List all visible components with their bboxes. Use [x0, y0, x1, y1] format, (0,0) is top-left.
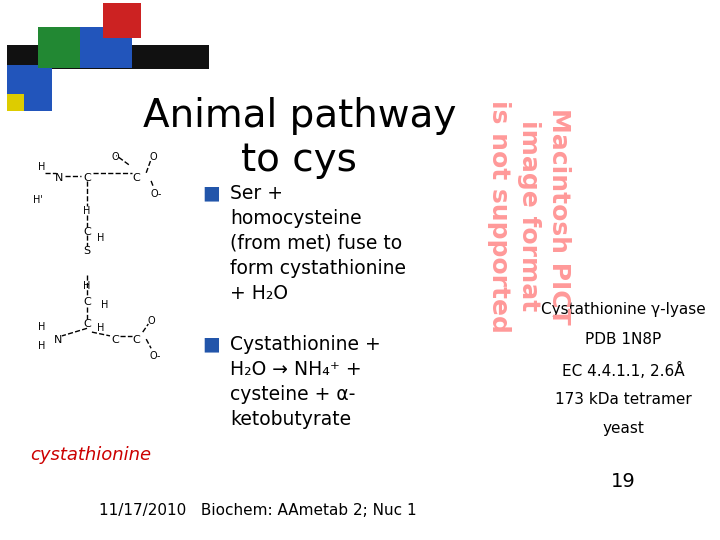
Text: C: C — [111, 335, 119, 345]
Text: Animal pathway
to cys: Animal pathway to cys — [143, 97, 456, 179]
FancyBboxPatch shape — [80, 27, 132, 68]
Text: H: H — [38, 341, 45, 350]
Text: Cystathionine +
H₂O → NH₄⁺ +
cysteine + α-
ketobutyrate: Cystathionine + H₂O → NH₄⁺ + cysteine + … — [230, 335, 380, 429]
Text: O-: O- — [151, 190, 162, 199]
Text: C: C — [83, 227, 91, 237]
Text: Cystathionine γ-lyase: Cystathionine γ-lyase — [541, 302, 706, 318]
Text: C: C — [83, 319, 91, 329]
Text: C: C — [83, 298, 91, 307]
Text: N: N — [53, 335, 62, 345]
Text: H: H — [84, 206, 91, 215]
Text: Ser +
homocysteine
(from met) fuse to
form cystathionine
+ H₂O: Ser + homocysteine (from met) fuse to fo… — [230, 184, 406, 302]
Text: H: H — [84, 281, 91, 291]
Text: 19: 19 — [611, 472, 636, 491]
Text: Macintosh PICT
image format
is not supported: Macintosh PICT image format is not suppo… — [487, 99, 571, 333]
FancyBboxPatch shape — [38, 27, 84, 68]
Text: H: H — [97, 233, 104, 242]
Text: H: H — [101, 300, 108, 310]
Text: H: H — [38, 322, 45, 332]
FancyBboxPatch shape — [103, 3, 141, 38]
Text: C: C — [132, 335, 140, 345]
Text: H': H' — [33, 195, 43, 205]
Text: O: O — [111, 152, 119, 161]
Text: C: C — [132, 173, 140, 183]
Text: EC 4.4.1.1, 2.6Å: EC 4.4.1.1, 2.6Å — [562, 362, 685, 379]
Text: ■: ■ — [202, 335, 220, 354]
Text: O: O — [149, 152, 157, 161]
Text: S: S — [84, 246, 91, 256]
Text: C: C — [83, 173, 91, 183]
Text: 11/17/2010   Biochem: AAmetab 2; Nuc 1: 11/17/2010 Biochem: AAmetab 2; Nuc 1 — [99, 503, 416, 518]
Text: H: H — [38, 163, 45, 172]
Text: 173 kDa tetramer: 173 kDa tetramer — [554, 392, 691, 407]
Text: O: O — [148, 316, 155, 326]
Text: N: N — [55, 173, 63, 183]
Text: O-: O- — [150, 352, 161, 361]
FancyBboxPatch shape — [7, 94, 24, 111]
Text: yeast: yeast — [602, 421, 644, 436]
FancyBboxPatch shape — [7, 44, 209, 69]
Text: H: H — [97, 323, 104, 333]
Text: ■: ■ — [202, 184, 220, 202]
FancyBboxPatch shape — [7, 65, 53, 111]
Text: PDB 1N8P: PDB 1N8P — [585, 332, 661, 347]
Text: cystathionine: cystathionine — [30, 447, 151, 464]
